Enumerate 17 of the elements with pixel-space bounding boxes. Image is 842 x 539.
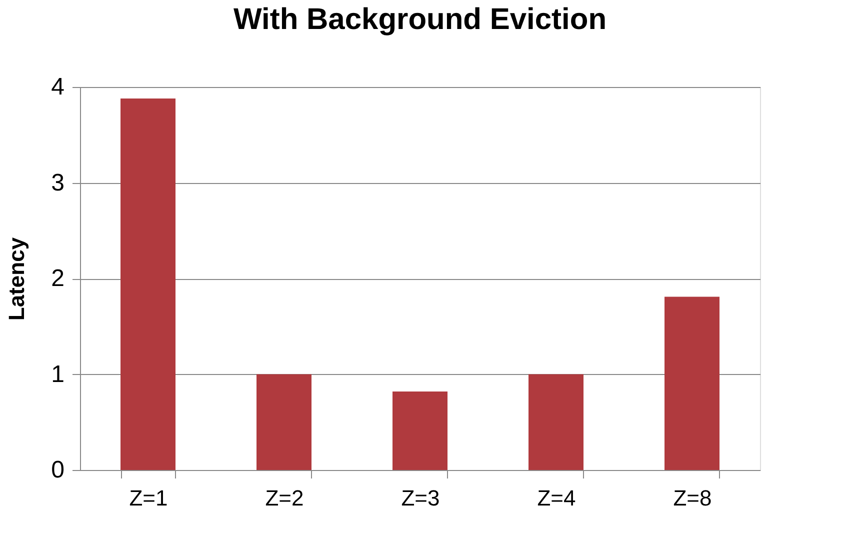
x-tick-label: Z=3 xyxy=(401,486,440,510)
bar xyxy=(256,374,312,470)
x-tick-label: Z=8 xyxy=(673,486,712,510)
bar xyxy=(528,374,584,470)
bar xyxy=(120,98,176,470)
y-tick-label: 4 xyxy=(51,74,64,100)
y-tick-label: 2 xyxy=(51,265,64,292)
x-tick-label: Z=4 xyxy=(537,486,576,510)
chart-title: With Background Eviction xyxy=(233,3,607,36)
y-tick-label: 3 xyxy=(51,169,64,196)
y-tick-label: 0 xyxy=(51,456,64,484)
x-tick-label: Z=2 xyxy=(265,486,304,510)
y-tick-label: 1 xyxy=(51,360,64,388)
y-axis-title: Latency xyxy=(4,236,30,321)
bar xyxy=(664,296,720,470)
bar xyxy=(392,391,448,470)
x-tick-label: Z=1 xyxy=(129,486,168,510)
